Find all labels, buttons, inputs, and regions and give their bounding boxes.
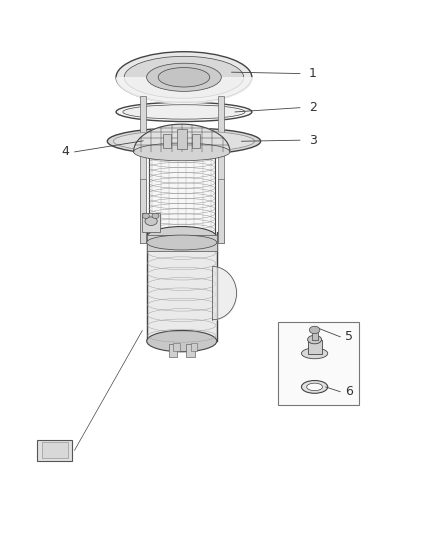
- Bar: [140, 179, 146, 243]
- Ellipse shape: [147, 330, 217, 352]
- Ellipse shape: [134, 143, 230, 161]
- Ellipse shape: [152, 213, 159, 219]
- Bar: [186, 344, 195, 357]
- Ellipse shape: [124, 56, 244, 98]
- Text: 4: 4: [61, 146, 69, 158]
- Ellipse shape: [149, 228, 215, 247]
- Bar: [311, 330, 318, 340]
- Text: 6: 6: [345, 385, 353, 398]
- Ellipse shape: [301, 381, 328, 393]
- Ellipse shape: [113, 131, 254, 152]
- Ellipse shape: [142, 213, 149, 219]
- Bar: [218, 96, 224, 243]
- Ellipse shape: [307, 383, 322, 391]
- Polygon shape: [134, 124, 230, 152]
- Ellipse shape: [147, 227, 217, 248]
- Bar: [307, 340, 321, 354]
- Bar: [218, 179, 224, 243]
- Ellipse shape: [107, 128, 261, 155]
- Text: 1: 1: [309, 67, 317, 80]
- Ellipse shape: [116, 102, 252, 122]
- Ellipse shape: [145, 217, 157, 225]
- Ellipse shape: [147, 63, 221, 91]
- Ellipse shape: [301, 348, 328, 359]
- Text: 5: 5: [345, 330, 353, 343]
- Bar: [163, 134, 171, 148]
- Ellipse shape: [309, 326, 320, 334]
- Bar: [191, 343, 197, 351]
- Ellipse shape: [307, 335, 321, 344]
- Bar: [142, 213, 160, 232]
- Bar: [173, 343, 180, 351]
- Text: 3: 3: [309, 134, 317, 147]
- Text: 2: 2: [309, 101, 317, 114]
- Bar: [37, 440, 72, 461]
- Bar: [177, 129, 187, 149]
- Bar: [42, 442, 68, 458]
- Ellipse shape: [116, 52, 252, 103]
- Bar: [192, 134, 200, 148]
- Bar: [147, 235, 217, 251]
- Ellipse shape: [123, 104, 245, 119]
- Bar: [140, 96, 146, 243]
- Bar: [278, 322, 359, 405]
- Ellipse shape: [158, 68, 210, 87]
- Bar: [169, 344, 177, 357]
- Ellipse shape: [147, 235, 217, 250]
